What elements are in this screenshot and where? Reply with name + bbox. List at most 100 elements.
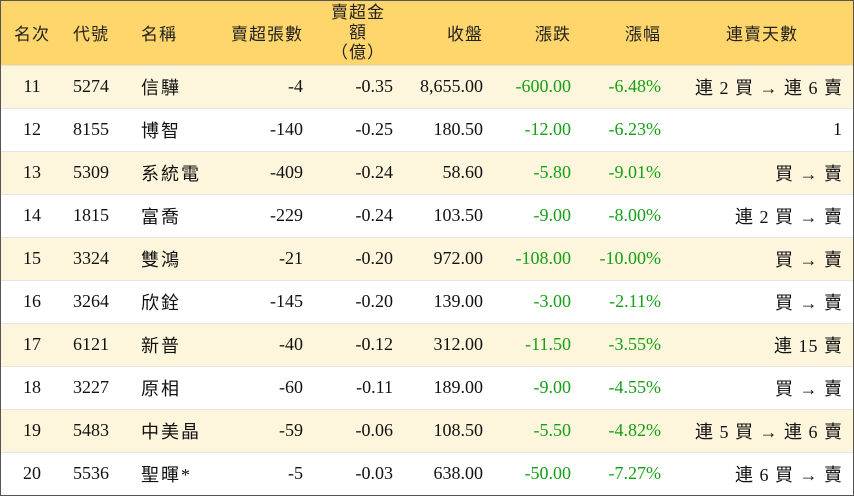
header-net-sell-lots: 賣超張數 <box>231 25 303 46</box>
cell-rank: 16 <box>23 291 41 311</box>
cell-name: 信驊 <box>141 77 181 98</box>
cell-rank: 17 <box>23 334 41 354</box>
cell-amount: -0.35 <box>355 76 394 96</box>
cell-close: 972.00 <box>433 248 484 268</box>
cell-rank: 20 <box>23 463 41 484</box>
cell-change: -11.50 <box>525 334 571 354</box>
cell-close: 139.00 <box>433 291 484 311</box>
cell-rank: 12 <box>23 119 41 139</box>
cell-change: -5.50 <box>533 420 572 440</box>
header-change: 漲跌 <box>535 25 571 46</box>
cell-streak: 買 → 賣 <box>775 163 843 184</box>
cell-lots: -145 <box>270 291 303 311</box>
header-net-sell-amount-unit: （億） <box>331 42 385 63</box>
cell-lots: -140 <box>270 119 303 139</box>
table-row: 12 8155 博智 -140 -0.25 180.50 -12.00 -6.2… <box>1 108 853 151</box>
cell-change: -108.00 <box>515 248 572 268</box>
cell-change-pct: -4.82% <box>608 420 662 440</box>
cell-close: 189.00 <box>433 377 484 397</box>
table-row: 14 1815 富喬 -229 -0.24 103.50 -9.00 -8.00… <box>1 194 853 237</box>
cell-change: -5.80 <box>533 162 572 182</box>
cell-streak: 連 15 賣 <box>774 335 843 356</box>
table-row: 20 5536 聖暉* -5 -0.03 638.00 -50.00 -7.27… <box>1 452 853 495</box>
cell-name: 聖暉* <box>141 464 192 485</box>
cell-amount: -0.20 <box>355 291 394 311</box>
cell-code: 5274 <box>73 76 109 96</box>
cell-code: 3324 <box>73 248 109 268</box>
cell-amount: -0.24 <box>355 205 394 225</box>
cell-close: 108.50 <box>433 420 484 440</box>
cell-amount: -0.12 <box>355 334 394 354</box>
cell-change-pct: -4.55% <box>608 377 662 397</box>
cell-code: 5309 <box>73 162 109 182</box>
cell-rank: 14 <box>23 205 41 225</box>
cell-change-pct: -7.27% <box>608 463 662 484</box>
cell-amount: -0.25 <box>355 119 394 139</box>
cell-code: 1815 <box>73 205 109 225</box>
cell-code: 5483 <box>73 420 109 440</box>
table-row: 11 5274 信驊 -4 -0.35 8,655.00 -600.00 -6.… <box>1 65 853 108</box>
cell-change: -12.00 <box>524 119 572 139</box>
cell-close: 638.00 <box>433 463 484 484</box>
cell-streak: 連 2 買 → 連 6 賣 <box>695 77 843 98</box>
cell-code: 5536 <box>73 463 109 484</box>
cell-close: 312.00 <box>433 334 484 354</box>
cell-name: 中美晶 <box>141 421 201 442</box>
cell-rank: 11 <box>23 76 41 96</box>
cell-amount: -0.03 <box>355 463 394 484</box>
cell-amount: -0.24 <box>355 162 394 182</box>
cell-streak: 連 6 買 → 賣 <box>735 464 843 485</box>
cell-code: 3264 <box>73 291 109 311</box>
cell-lots: -5 <box>288 463 303 484</box>
cell-lots: -409 <box>270 162 303 182</box>
cell-change-pct: -6.48% <box>608 76 662 96</box>
cell-lots: -40 <box>279 334 303 354</box>
cell-name: 博智 <box>141 120 181 141</box>
cell-name: 雙鴻 <box>141 249 181 270</box>
header-net-sell-amount: 賣超金額 （億） <box>313 1 403 65</box>
cell-change: -9.00 <box>533 377 572 397</box>
cell-streak: 1 <box>833 119 843 139</box>
header-row: 名次 代號 名稱 賣超張數 賣超金額 （億） 收盤 漲跌 漲幅 連賣天數 <box>1 1 853 65</box>
cell-close: 180.50 <box>433 119 484 139</box>
cell-streak: 買 → 賣 <box>775 378 843 399</box>
cell-lots: -4 <box>288 76 303 96</box>
cell-rank: 15 <box>23 248 41 268</box>
cell-name: 欣銓 <box>141 292 181 313</box>
table-row: 16 3264 欣銓 -145 -0.20 139.00 -3.00 -2.11… <box>1 280 853 323</box>
cell-close: 8,655.00 <box>420 76 483 96</box>
cell-change-pct: -10.00% <box>599 248 662 268</box>
table-row: 15 3324 雙鴻 -21 -0.20 972.00 -108.00 -10.… <box>1 237 853 280</box>
header-net-sell-amount-label: 賣超金額 <box>331 2 385 43</box>
cell-change-pct: -9.01% <box>608 162 662 182</box>
table-row: 19 5483 中美晶 -59 -0.06 108.50 -5.50 -4.82… <box>1 409 853 452</box>
cell-change-pct: -8.00% <box>608 205 662 225</box>
cell-close: 58.60 <box>442 162 484 182</box>
cell-name: 系統電 <box>141 163 201 184</box>
table-row: 17 6121 新普 -40 -0.12 312.00 -11.50 -3.55… <box>1 323 853 366</box>
table-row: 13 5309 系統電 -409 -0.24 58.60 -5.80 -9.01… <box>1 151 853 194</box>
cell-lots: -21 <box>279 248 303 268</box>
cell-streak: 買 → 賣 <box>775 249 843 270</box>
cell-change-pct: -3.55% <box>608 334 662 354</box>
cell-code: 6121 <box>73 334 109 354</box>
cell-change: -50.00 <box>524 463 572 484</box>
cell-name: 原相 <box>141 378 181 399</box>
header-change-pct: 漲幅 <box>625 25 661 46</box>
cell-streak: 連 5 買 → 連 6 賣 <box>695 421 843 442</box>
cell-amount: -0.11 <box>356 377 393 397</box>
cell-rank: 18 <box>23 377 41 397</box>
cell-change-pct: -2.11% <box>609 291 661 311</box>
cell-name: 富喬 <box>141 206 181 227</box>
table-row: 18 3227 原相 -60 -0.11 189.00 -9.00 -4.55%… <box>1 366 853 409</box>
cell-close: 103.50 <box>433 205 484 225</box>
cell-change-pct: -6.23% <box>608 119 662 139</box>
cell-lots: -59 <box>279 420 303 440</box>
header-name: 名稱 <box>141 25 177 46</box>
cell-name: 新普 <box>141 335 181 356</box>
header-code: 代號 <box>73 25 109 46</box>
header-rank: 名次 <box>14 25 50 46</box>
cell-lots: -229 <box>270 205 303 225</box>
